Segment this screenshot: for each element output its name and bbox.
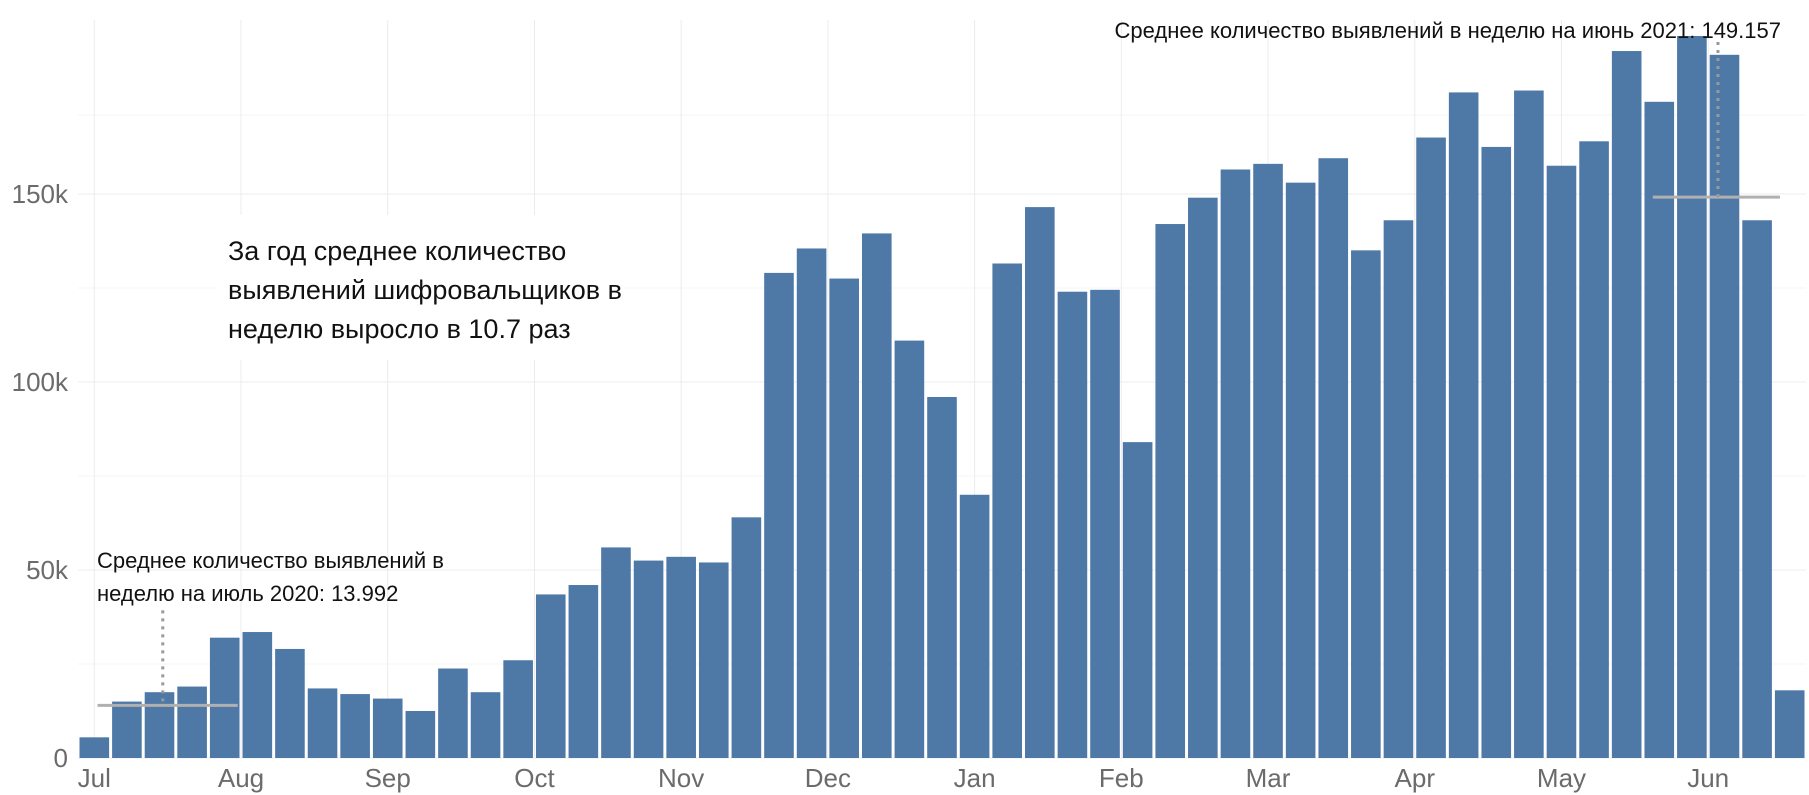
bars — [79, 36, 1805, 759]
x-tick-label: Jun — [1687, 763, 1729, 793]
bar — [372, 698, 403, 758]
y-axis-ticks: 0 50k 100k 150k — [12, 179, 69, 773]
bar — [698, 562, 729, 758]
bar — [796, 248, 827, 758]
bar — [79, 737, 110, 758]
x-tick-label: Aug — [218, 763, 264, 793]
y-tick-label: 50k — [26, 555, 69, 585]
reference-lines — [97, 42, 1780, 707]
x-tick-label: Feb — [1099, 763, 1144, 793]
bar — [894, 340, 925, 758]
x-tick-label: Oct — [514, 763, 555, 793]
bar — [1220, 169, 1251, 758]
bar — [1188, 197, 1218, 758]
bar — [1090, 289, 1120, 758]
bar — [1025, 207, 1055, 759]
bar — [959, 494, 990, 758]
bar — [1611, 51, 1642, 758]
bar — [927, 397, 957, 758]
july-average-annotation-line-2: неделю на июль 2020: 13.992 — [97, 581, 398, 606]
bar — [1122, 442, 1153, 758]
bar — [144, 692, 175, 758]
bar — [861, 233, 892, 758]
bar — [1742, 220, 1772, 758]
x-tick-label: Sep — [365, 763, 411, 793]
growth-annotation-line-3: неделю выросло в 10.7 раз — [228, 314, 571, 344]
x-tick-label: May — [1537, 763, 1586, 793]
bar — [1481, 146, 1512, 758]
x-tick-label: Apr — [1395, 763, 1436, 793]
bar — [829, 278, 859, 758]
bar — [1285, 182, 1316, 758]
bar — [1709, 54, 1740, 759]
bar — [535, 594, 566, 758]
bar — [242, 632, 273, 758]
bar — [112, 701, 142, 758]
bar — [307, 688, 338, 758]
x-axis-ticks: Jul Aug Sep Oct Nov Dec Jan Feb Mar Apr May Jun — [78, 763, 1729, 793]
bar — [633, 560, 664, 758]
june-average-annotation: Среднее количество выявлений в неделю на… — [1115, 18, 1781, 43]
bar — [601, 547, 631, 758]
bar — [1448, 92, 1479, 758]
bar — [1774, 690, 1805, 758]
bar — [275, 648, 305, 758]
bar — [438, 668, 468, 758]
x-tick-label: Jul — [78, 763, 111, 793]
bar — [209, 637, 240, 758]
bar — [731, 517, 762, 758]
bar — [1546, 165, 1577, 758]
july-average-annotation-line-1: Среднее количество выявлений в — [97, 548, 444, 573]
bar — [1416, 137, 1446, 758]
bar — [1383, 220, 1414, 758]
y-tick-label: 150k — [12, 179, 69, 209]
bar — [992, 263, 1023, 758]
bar — [1351, 250, 1381, 758]
bar — [1155, 224, 1186, 759]
x-tick-label: Nov — [658, 763, 704, 793]
growth-annotation-line-1: За год среднее количество — [228, 236, 566, 266]
bar — [764, 272, 794, 758]
bar — [1514, 90, 1544, 758]
bar — [470, 692, 501, 758]
bar — [1253, 163, 1283, 758]
bar — [1057, 291, 1088, 758]
bar — [503, 660, 533, 758]
bar — [177, 686, 207, 758]
bar — [405, 710, 436, 758]
x-tick-label: Jan — [954, 763, 996, 793]
bar — [340, 694, 370, 758]
bar — [666, 556, 696, 758]
x-tick-label: Dec — [805, 763, 851, 793]
bar — [1677, 36, 1707, 758]
growth-annotation-line-2: выявлений шифровальщиков в — [228, 275, 622, 305]
y-tick-label: 100k — [12, 367, 69, 397]
y-tick-label: 0 — [54, 743, 68, 773]
bar — [1318, 158, 1349, 758]
x-tick-label: Mar — [1246, 763, 1291, 793]
bar — [568, 585, 599, 758]
growth-annotation-background — [215, 215, 625, 360]
bar — [1579, 141, 1609, 758]
bar — [1644, 101, 1675, 758]
